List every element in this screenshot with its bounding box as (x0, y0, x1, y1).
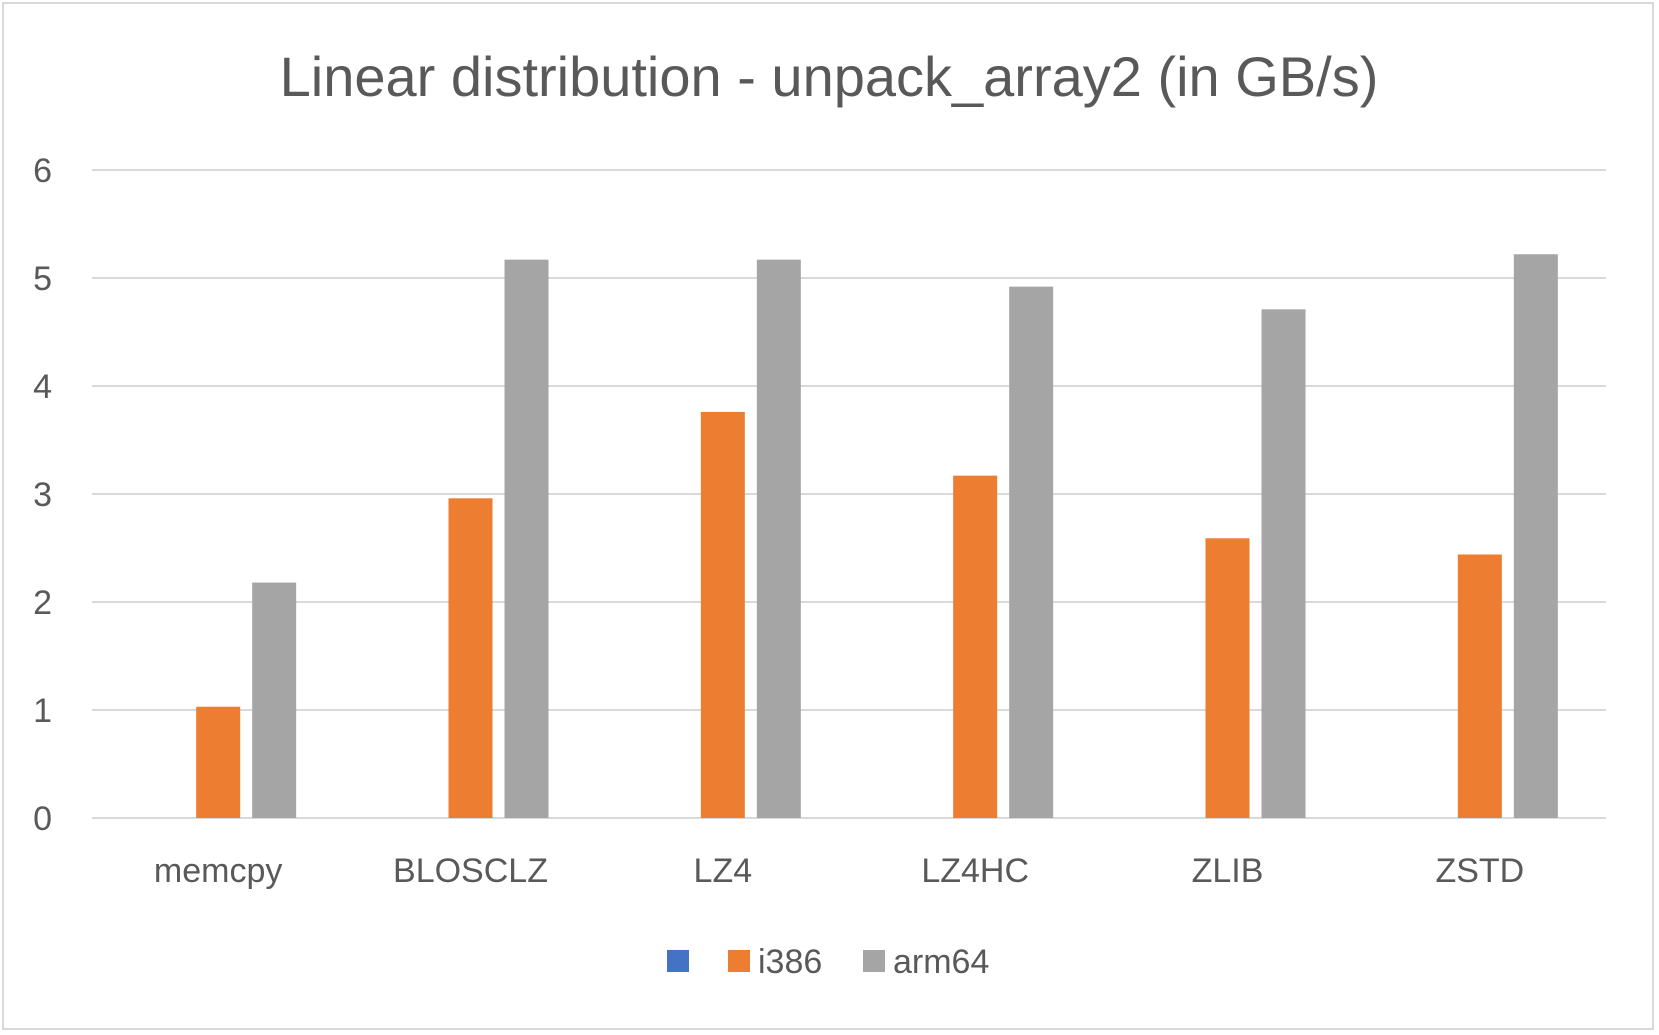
legend-label: arm64 (893, 943, 989, 981)
x-category-label: ZSTD (1435, 852, 1524, 890)
bar-i386-memcpy (196, 706, 241, 818)
x-category-label: LZ4HC (921, 852, 1029, 890)
bar-arm64-memcpy (252, 582, 297, 818)
bar-arm64-LZ4HC (1009, 286, 1054, 818)
legend-swatch (728, 950, 750, 972)
legend: i386 arm64 (667, 943, 989, 981)
bar-i386-LZ4 (700, 411, 745, 818)
bar-arm64-ZSTD (1513, 254, 1558, 819)
x-category-label: LZ4 (694, 852, 753, 890)
legend-swatch (863, 950, 885, 972)
x-axis-labels: memcpy BLOSCLZ LZ4 LZ4HC ZLIB ZSTD (154, 852, 1524, 890)
bar-arm64-BLOSCLZ (504, 259, 549, 818)
bar-i386-ZLIB (1205, 538, 1250, 818)
bars (196, 254, 1558, 819)
bar-i386-ZSTD (1457, 554, 1502, 818)
legend-swatch (667, 950, 689, 972)
y-axis-ticks: 0 1 2 3 4 5 6 (33, 152, 52, 838)
x-category-label: BLOSCLZ (393, 852, 548, 890)
y-tick-label: 3 (33, 476, 52, 514)
chart-title: Linear distribution - unpack_array2 (in … (280, 45, 1379, 108)
y-tick-label: 2 (33, 584, 52, 622)
y-tick-label: 4 (33, 368, 52, 406)
y-tick-label: 0 (33, 800, 52, 838)
x-category-label: ZLIB (1192, 852, 1264, 890)
bar-i386-LZ4HC (953, 475, 998, 818)
x-category-label: memcpy (154, 852, 282, 890)
y-tick-label: 5 (33, 260, 52, 298)
gridlines (92, 169, 1606, 819)
bar-i386-BLOSCLZ (448, 498, 493, 818)
legend-label: i386 (758, 943, 822, 981)
y-tick-label: 1 (33, 692, 52, 730)
y-tick-label: 6 (33, 152, 52, 190)
bar-arm64-LZ4 (756, 259, 801, 818)
bar-arm64-ZLIB (1261, 309, 1306, 818)
